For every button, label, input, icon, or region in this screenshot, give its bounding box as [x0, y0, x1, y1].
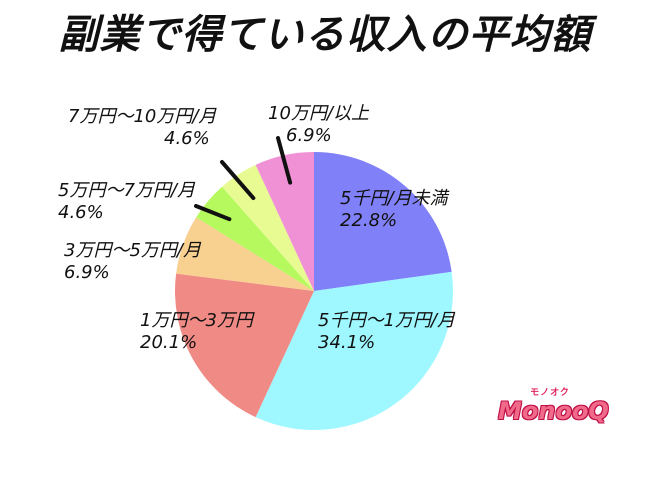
slice-6-value: 6.9% [286, 125, 332, 146]
slice-label-6: 10万円/以上 6.9% [268, 103, 369, 147]
pie-slice-1 [255, 271, 453, 430]
pie-slice-3 [176, 217, 314, 291]
slice-label-5: 7万円～10万円/月 4.6% [68, 106, 216, 150]
slice-3-name: 3万円～5万円/月 [64, 240, 201, 261]
slice-5-name: 7万円～10万円/月 [68, 106, 217, 127]
monooq-logo: モノオク MonooQ [498, 385, 609, 435]
slice-2-name: 1万円～3万円 [140, 310, 253, 331]
leader-line-5 [220, 160, 256, 201]
pie-slice-4 [196, 186, 314, 291]
slice-1-name: 5千円～1万円/月 [318, 310, 455, 331]
logo-wordmark: MonooQ [498, 397, 609, 425]
slice-1-value: 34.1% [318, 332, 376, 353]
slice-3-value: 6.9% [64, 262, 110, 283]
slice-4-name: 5万円～7万円/月 [58, 180, 195, 201]
chart-title: 副業で得ている収入の平均額 [58, 12, 592, 58]
slice-0-value: 22.8% [340, 210, 398, 231]
logo-subtitle: モノオク [530, 388, 570, 398]
slice-label-4: 5万円～7万円/月 4.6% [58, 180, 195, 224]
slice-label-0: 5千円/月未満 22.8% [340, 188, 448, 232]
slice-label-2: 1万円～3万円 20.1% [140, 310, 253, 354]
slice-label-3: 3万円～5万円/月 6.9% [64, 240, 201, 284]
slice-5-value: 4.6% [164, 128, 210, 149]
pie-slice-6 [255, 152, 314, 291]
slice-6-name: 10万円/以上 [268, 103, 369, 124]
leader-line-4 [194, 204, 232, 222]
leader-line-6 [276, 136, 293, 185]
slice-4-value: 4.6% [58, 202, 104, 223]
slice-2-value: 20.1% [140, 332, 198, 353]
slice-0-name: 5千円/月未満 [340, 188, 448, 209]
slice-label-1: 5千円～1万円/月 34.1% [318, 310, 455, 354]
pie-slice-5 [222, 164, 314, 291]
pie-slice-0 [314, 152, 452, 291]
pie-slice-2 [175, 273, 314, 418]
